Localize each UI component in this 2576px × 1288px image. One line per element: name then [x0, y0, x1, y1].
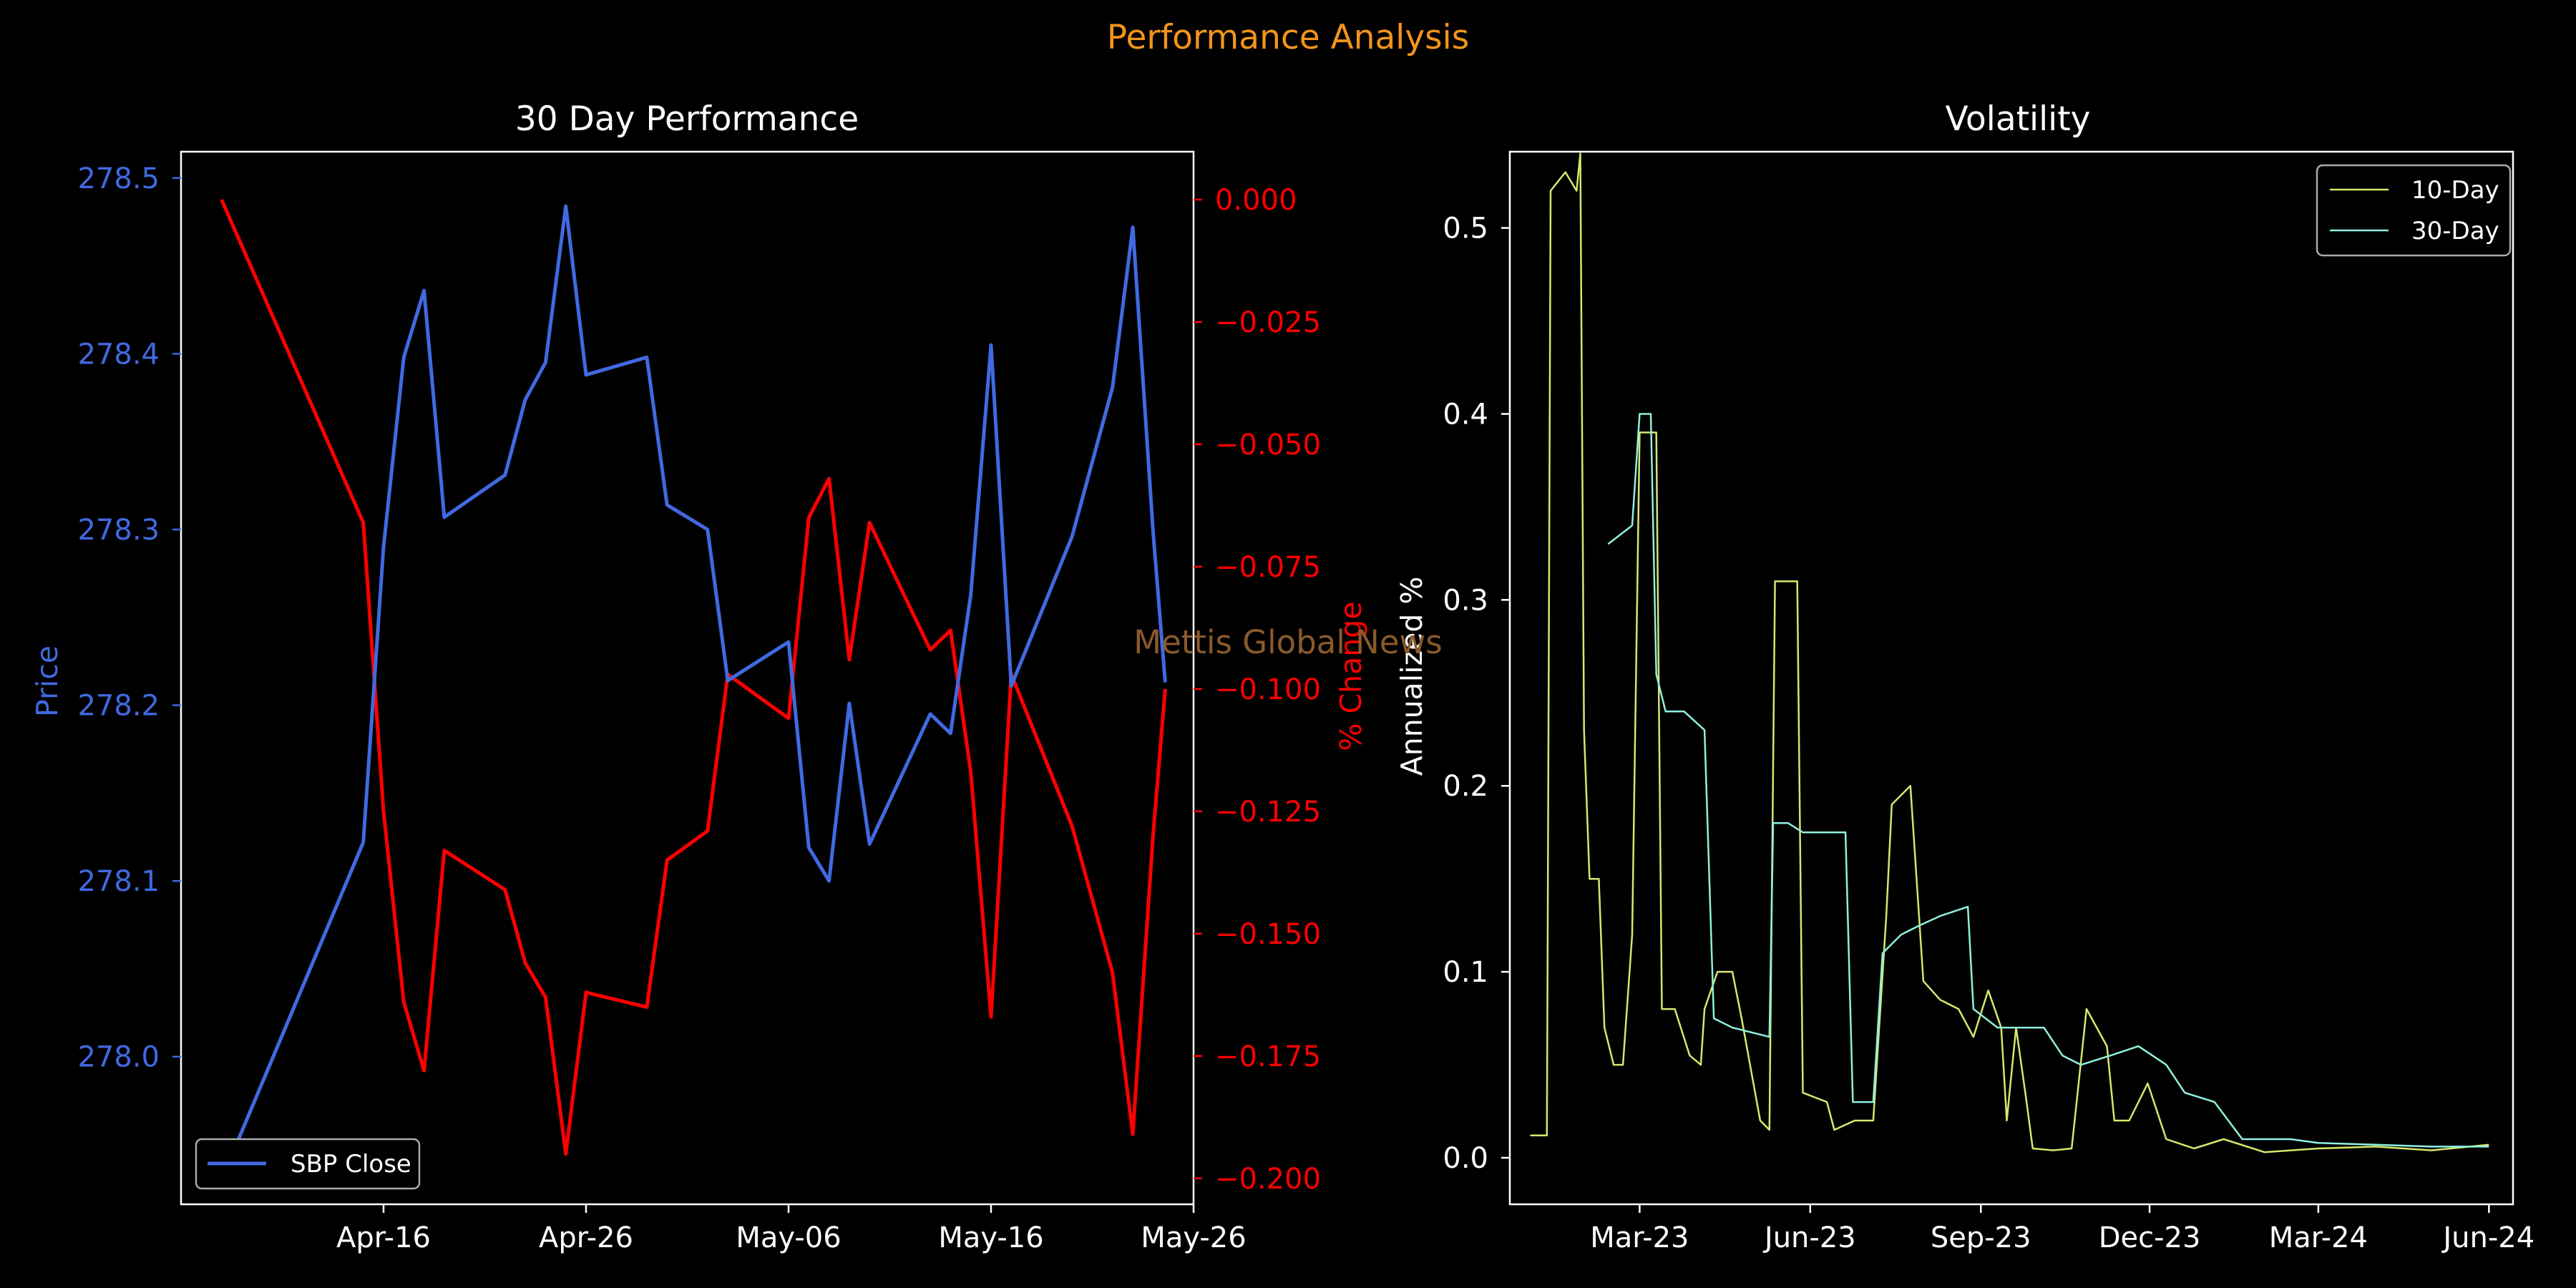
pct-tick-label: −0.200 — [1215, 1163, 1321, 1196]
price-legend-label: SBP Close — [291, 1150, 411, 1179]
pct-tick-label: −0.150 — [1215, 918, 1321, 951]
vol-10-day-series-line — [1530, 152, 2489, 1153]
price-tick-label: 278.3 — [77, 514, 160, 547]
performance-chart-title: 30 Day Performance — [515, 99, 859, 139]
price-series-line — [220, 204, 1167, 1181]
pct-change-series-line — [220, 198, 1167, 1156]
pct-tick-label: −0.075 — [1215, 551, 1321, 584]
vol-y-tick-label: 0.1 — [1443, 956, 1488, 989]
figure-suptitle: Performance Analysis — [1107, 18, 1469, 57]
pct-tick-label: −0.025 — [1215, 306, 1321, 339]
volatility-axes-frame — [1508, 150, 2514, 1206]
vol-y-tick-label: 0.4 — [1443, 398, 1488, 431]
performance-legend-box — [195, 1138, 421, 1190]
vol-x-tick-label: Sep-23 — [1931, 1221, 2031, 1254]
x-tick-label: May-06 — [736, 1221, 841, 1254]
price-tick-label: 278.2 — [77, 690, 160, 723]
pct-tick-label: −0.100 — [1215, 673, 1321, 706]
performance-legend: SBP Close — [195, 1138, 421, 1190]
volatility-plot-area: Mar-23 Jun-23 Sep-23 Dec-23 Mar-24 Jun-24 0.0 0… — [1443, 150, 2534, 1254]
vol-y-tick-label: 0.3 — [1443, 584, 1488, 617]
pct-change-axis-label: % Change — [1334, 602, 1368, 751]
pct-tick-label: −0.175 — [1215, 1040, 1321, 1073]
price-axis-label: Price — [30, 645, 64, 717]
pct-tick-label: −0.050 — [1215, 429, 1321, 462]
price-tick-label: 278.5 — [77, 162, 160, 195]
pct-tick-label: −0.125 — [1215, 796, 1321, 829]
performance-plot-area: Apr-16 Apr-26 May-06 May-16 May-26 278.0 278.1… — [77, 150, 1321, 1254]
performance-chart: 30 Day Performance Price % Change Apr-16… — [30, 99, 1368, 1254]
volatility-legend: 10-Day 30-Day — [2316, 164, 2512, 257]
price-tick-label: 278.0 — [77, 1041, 160, 1074]
vol-x-tick-label: Mar-23 — [1590, 1221, 1689, 1254]
vol-30-day-series-line — [1607, 413, 2489, 1148]
volatility-legend-box — [2316, 164, 2512, 257]
volatility-y-axis-label: Annualized % — [1395, 577, 1429, 776]
performance-axes-frame — [180, 150, 1195, 1206]
vol-y-tick-label: 0.2 — [1443, 770, 1488, 803]
x-tick-label: Apr-16 — [336, 1221, 431, 1254]
vol-y-tick-label: 0.0 — [1443, 1142, 1488, 1175]
vol-y-tick-label: 0.5 — [1443, 213, 1488, 245]
vol-x-tick-label: Dec-23 — [2099, 1221, 2201, 1254]
pct-tick-label: 0.000 — [1215, 184, 1297, 217]
vol-x-tick-label: Jun-23 — [1762, 1221, 1856, 1254]
x-tick-label: May-16 — [938, 1221, 1043, 1254]
price-tick-label: 278.4 — [77, 338, 160, 371]
price-tick-label: 278.1 — [77, 865, 160, 898]
vol-x-tick-label: Jun-24 — [2441, 1221, 2534, 1254]
vol-10-legend-label: 10-Day — [2411, 176, 2499, 205]
volatility-chart: Volatility Annualized % Mar-23 Jun-23 Sep-… — [1395, 99, 2534, 1254]
volatility-chart-title: Volatility — [1946, 99, 2091, 139]
vol-30-legend-label: 30-Day — [2411, 217, 2499, 245]
x-tick-label: Apr-26 — [539, 1221, 633, 1254]
x-tick-label: May-26 — [1141, 1221, 1246, 1254]
watermark: Mettis Global News — [1133, 623, 1443, 661]
vol-x-tick-label: Mar-24 — [2269, 1221, 2368, 1254]
